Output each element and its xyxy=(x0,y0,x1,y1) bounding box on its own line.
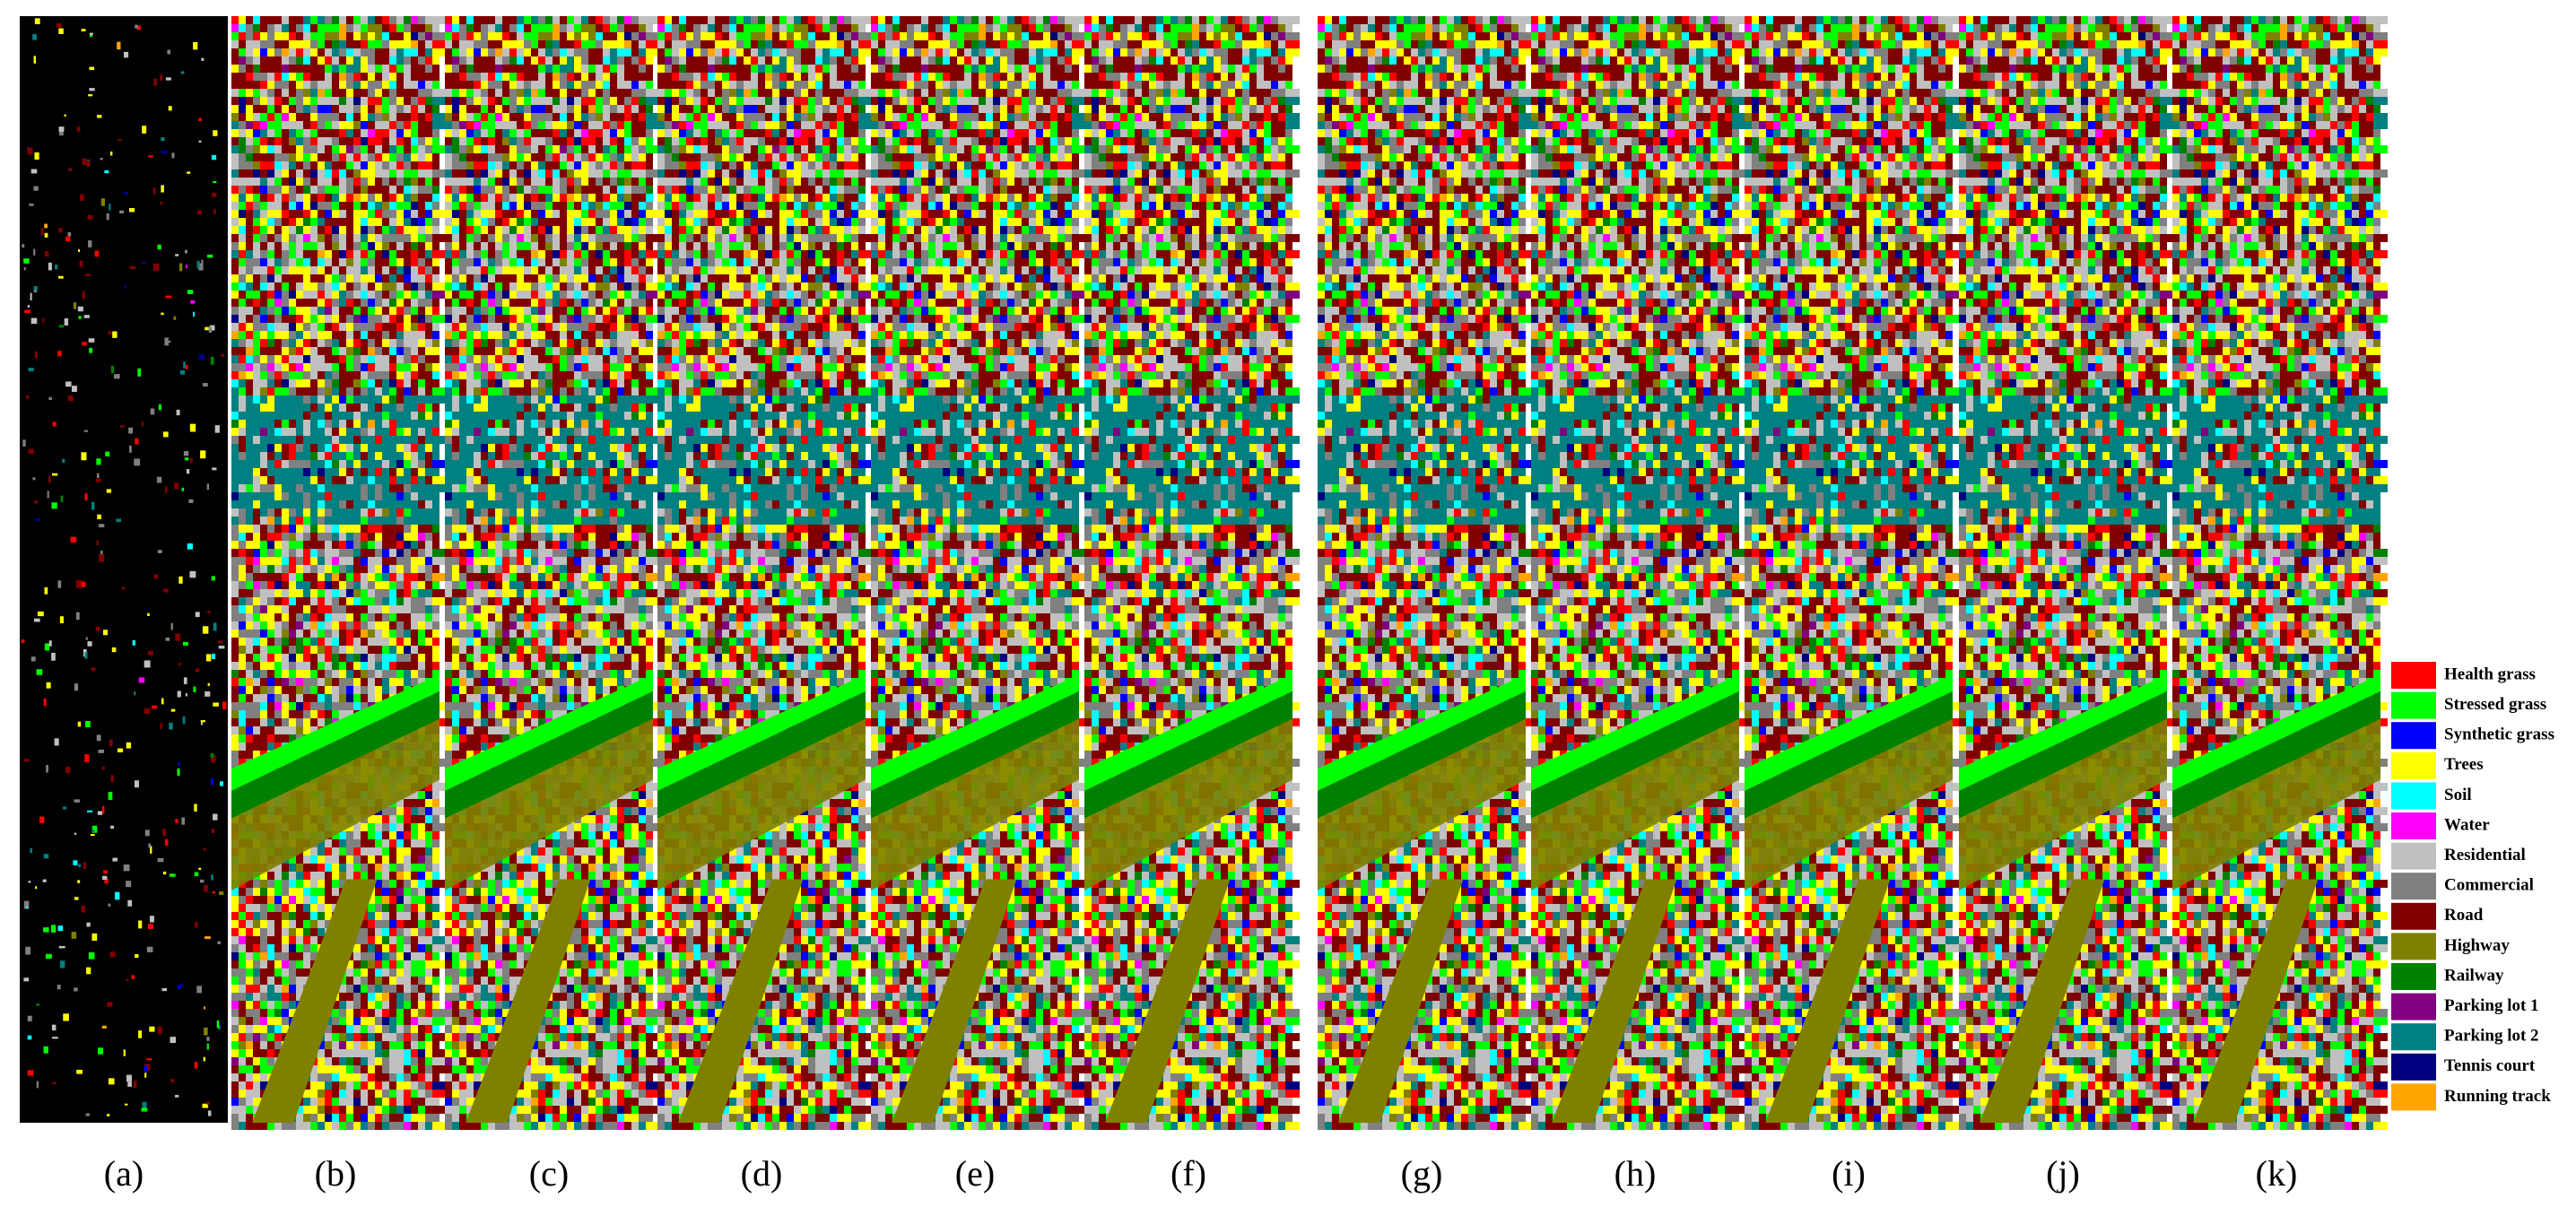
legend-swatch xyxy=(2391,933,2436,960)
legend-swatch xyxy=(2391,1053,2436,1081)
legend-swatch xyxy=(2391,842,2436,870)
legend-label: Commercial xyxy=(2444,876,2534,895)
legend-label: Residential xyxy=(2444,846,2526,864)
panel-label: (e) xyxy=(955,1153,995,1194)
legend-swatch xyxy=(2391,751,2436,779)
legend-swatch xyxy=(2391,873,2436,900)
legend-label: Health grass xyxy=(2444,664,2536,683)
legend-label: Trees xyxy=(2444,755,2484,774)
legend-swatch xyxy=(2391,812,2436,839)
legend-label: Parking lot 2 xyxy=(2444,1027,2539,1046)
legend-label: Tennis court xyxy=(2444,1056,2536,1075)
ground-truth-panel xyxy=(20,16,228,1123)
legend-label: Parking lot 1 xyxy=(2444,996,2539,1015)
panel-label: (i) xyxy=(1832,1153,1866,1194)
panel-label: (d) xyxy=(741,1153,783,1194)
panel-label: (j) xyxy=(2046,1153,2080,1194)
map-panel xyxy=(657,16,873,1130)
panel-label: (k) xyxy=(2256,1153,2298,1194)
legend-label: Water xyxy=(2444,815,2490,834)
legend-swatch xyxy=(2391,691,2436,719)
legend-label: Road xyxy=(2444,906,2484,925)
legend-swatch xyxy=(2391,662,2436,689)
map-panel xyxy=(445,16,660,1130)
legend-swatch xyxy=(2391,963,2436,990)
map-panel xyxy=(2172,16,2388,1130)
map-panel xyxy=(1959,16,2174,1130)
legend-label: Synthetic grass xyxy=(2444,725,2554,744)
legend-label: Running track xyxy=(2444,1087,2551,1106)
legend-swatch xyxy=(2391,1023,2436,1051)
map-panel xyxy=(1318,16,1533,1130)
legend-swatch xyxy=(2391,902,2436,930)
legend-swatch xyxy=(2391,993,2436,1021)
panel-label: (f) xyxy=(1171,1153,1206,1194)
map-panel xyxy=(231,16,447,1130)
map-panel xyxy=(1745,16,1960,1130)
map-panel xyxy=(1084,16,1300,1130)
panel-label: (g) xyxy=(1401,1153,1443,1194)
map-panel xyxy=(871,16,1086,1130)
panel-label: (a) xyxy=(104,1153,144,1194)
legend-label: Railway xyxy=(2444,966,2504,985)
legend-swatch xyxy=(2391,1083,2436,1111)
panel-label: (b) xyxy=(315,1153,357,1194)
legend-label: Highway xyxy=(2444,936,2510,955)
legend-swatch xyxy=(2391,722,2436,750)
map-panel xyxy=(1531,16,1746,1130)
panel-label: (c) xyxy=(529,1153,569,1194)
legend-label: Soil xyxy=(2444,786,2472,804)
panel-label: (h) xyxy=(1614,1153,1657,1194)
legend-label: Stressed grass xyxy=(2444,695,2546,714)
legend-swatch xyxy=(2391,782,2436,810)
